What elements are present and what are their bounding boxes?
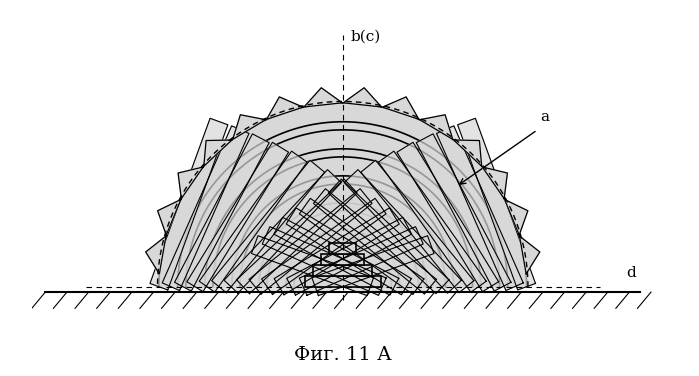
Polygon shape [313,189,436,294]
Polygon shape [420,115,453,139]
Polygon shape [199,151,307,292]
Polygon shape [286,208,411,295]
Polygon shape [436,126,524,291]
Polygon shape [212,160,324,293]
Polygon shape [519,236,540,274]
Polygon shape [267,211,419,287]
Polygon shape [274,208,399,295]
Polygon shape [213,157,473,287]
Text: b(c): b(c) [351,29,381,43]
Polygon shape [236,179,357,294]
Polygon shape [287,217,412,295]
Polygon shape [159,103,526,287]
Polygon shape [378,151,487,292]
Polygon shape [274,217,398,295]
Polygon shape [294,238,391,287]
Polygon shape [458,118,535,290]
Polygon shape [299,199,424,294]
Polygon shape [329,179,449,294]
Bar [305,276,380,287]
Polygon shape [145,236,166,274]
Polygon shape [397,143,498,292]
Polygon shape [204,140,232,166]
Polygon shape [252,236,373,296]
Polygon shape [233,115,266,139]
Polygon shape [304,88,343,107]
Polygon shape [240,184,445,287]
Polygon shape [178,167,203,199]
Polygon shape [175,134,269,291]
Polygon shape [150,118,228,290]
Polygon shape [186,130,500,287]
Polygon shape [261,199,386,294]
Polygon shape [266,97,303,119]
Polygon shape [224,170,341,293]
Polygon shape [417,134,511,291]
Bar [329,243,356,254]
Polygon shape [187,143,289,292]
Text: Фиг. 11 А: Фиг. 11 А [294,346,391,364]
Text: a: a [540,111,549,124]
Polygon shape [454,140,482,166]
Polygon shape [344,170,461,293]
Polygon shape [249,189,372,294]
Polygon shape [299,227,423,296]
Polygon shape [382,97,419,119]
Polygon shape [157,200,181,235]
Polygon shape [262,227,386,296]
Bar [321,254,364,265]
Polygon shape [343,88,382,107]
Text: d: d [627,266,636,280]
Bar [313,265,373,276]
Polygon shape [505,200,528,235]
Polygon shape [482,167,507,199]
Polygon shape [162,126,249,291]
Polygon shape [361,160,474,293]
Polygon shape [312,236,434,296]
